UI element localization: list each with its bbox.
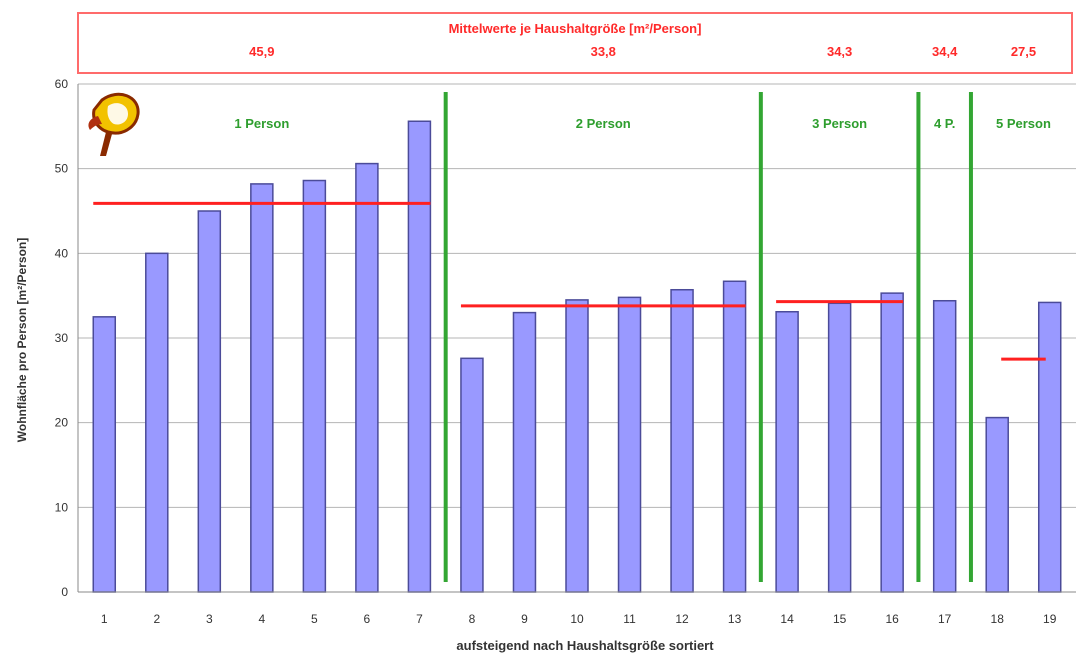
group-label: 4 P. bbox=[934, 116, 955, 131]
y-tick-label: 60 bbox=[55, 77, 69, 91]
x-tick-label: 19 bbox=[1043, 612, 1057, 626]
x-tick-label: 7 bbox=[416, 612, 423, 626]
bar bbox=[92, 316, 117, 593]
bar bbox=[880, 292, 904, 593]
banner-average: 45,9 bbox=[249, 44, 274, 59]
x-axis-ticks: 1 2 3 4 5 6 7 8 9 10 11 12 13 14 15 16 17 18 19 bbox=[101, 612, 1057, 626]
bar bbox=[932, 299, 957, 593]
bar bbox=[670, 288, 694, 593]
bar bbox=[775, 311, 799, 593]
y-tick-label: 40 bbox=[55, 246, 69, 260]
bar bbox=[565, 299, 589, 593]
x-tick-label: 4 bbox=[258, 612, 265, 626]
y-axis-label: Wohnfläche pro Person [m²/Person] bbox=[15, 238, 29, 442]
banner-average: 27,5 bbox=[1011, 44, 1036, 59]
y-tick-label: 50 bbox=[55, 162, 69, 176]
bar bbox=[250, 183, 274, 593]
y-tick-label: 20 bbox=[55, 416, 69, 430]
x-tick-label: 17 bbox=[938, 612, 952, 626]
bar bbox=[407, 120, 432, 593]
x-axis-label: aufsteigend nach Haushaltsgröße sortiert bbox=[456, 638, 714, 653]
x-tick-label: 14 bbox=[780, 612, 794, 626]
group-labels: 1 Person 2 Person 3 Person 4 P. 5 Person bbox=[234, 116, 1051, 131]
y-axis-ticks: 0 10 20 30 40 50 60 bbox=[55, 77, 69, 599]
x-tick-label: 18 bbox=[991, 612, 1005, 626]
group-label: 5 Person bbox=[996, 116, 1051, 131]
banner-title: Mittelwerte je Haushaltgröße [m²/Person] bbox=[449, 21, 702, 36]
bar bbox=[1037, 301, 1062, 593]
y-tick-label: 30 bbox=[55, 331, 69, 345]
bars bbox=[92, 120, 1062, 593]
x-tick-label: 5 bbox=[311, 612, 318, 626]
bar bbox=[617, 296, 642, 593]
bar bbox=[827, 302, 852, 593]
x-tick-label: 16 bbox=[885, 612, 899, 626]
y-tick-label: 10 bbox=[55, 500, 69, 514]
x-tick-label: 8 bbox=[469, 612, 476, 626]
bar bbox=[197, 210, 222, 593]
x-tick-label: 3 bbox=[206, 612, 213, 626]
x-tick-label: 10 bbox=[570, 612, 584, 626]
group-label: 2 Person bbox=[576, 116, 631, 131]
bar bbox=[985, 416, 1009, 593]
bar bbox=[512, 311, 537, 593]
bar bbox=[722, 280, 747, 593]
x-tick-label: 12 bbox=[675, 612, 689, 626]
banner-average: 34,3 bbox=[827, 44, 852, 59]
mean-lines bbox=[93, 201, 1046, 361]
x-tick-label: 1 bbox=[101, 612, 108, 626]
bird-logo bbox=[88, 92, 140, 156]
group-label: 3 Person bbox=[812, 116, 867, 131]
y-tick-label: 0 bbox=[61, 585, 68, 599]
bar bbox=[460, 357, 484, 593]
bar bbox=[145, 252, 169, 593]
group-separators bbox=[443, 92, 973, 582]
banner-average: 34,4 bbox=[932, 44, 958, 59]
group-label: 1 Person bbox=[234, 116, 289, 131]
banner-box bbox=[77, 12, 1073, 74]
banner-average: 33,8 bbox=[591, 44, 616, 59]
bar bbox=[302, 179, 327, 593]
x-tick-label: 11 bbox=[623, 612, 636, 626]
banner-averages: 45,9 33,8 34,3 34,4 27,5 bbox=[249, 44, 1036, 59]
x-tick-label: 2 bbox=[153, 612, 160, 626]
x-tick-label: 13 bbox=[728, 612, 742, 626]
x-tick-label: 15 bbox=[833, 612, 847, 626]
x-tick-label: 6 bbox=[364, 612, 371, 626]
x-tick-label: 9 bbox=[521, 612, 528, 626]
bar bbox=[355, 162, 379, 593]
